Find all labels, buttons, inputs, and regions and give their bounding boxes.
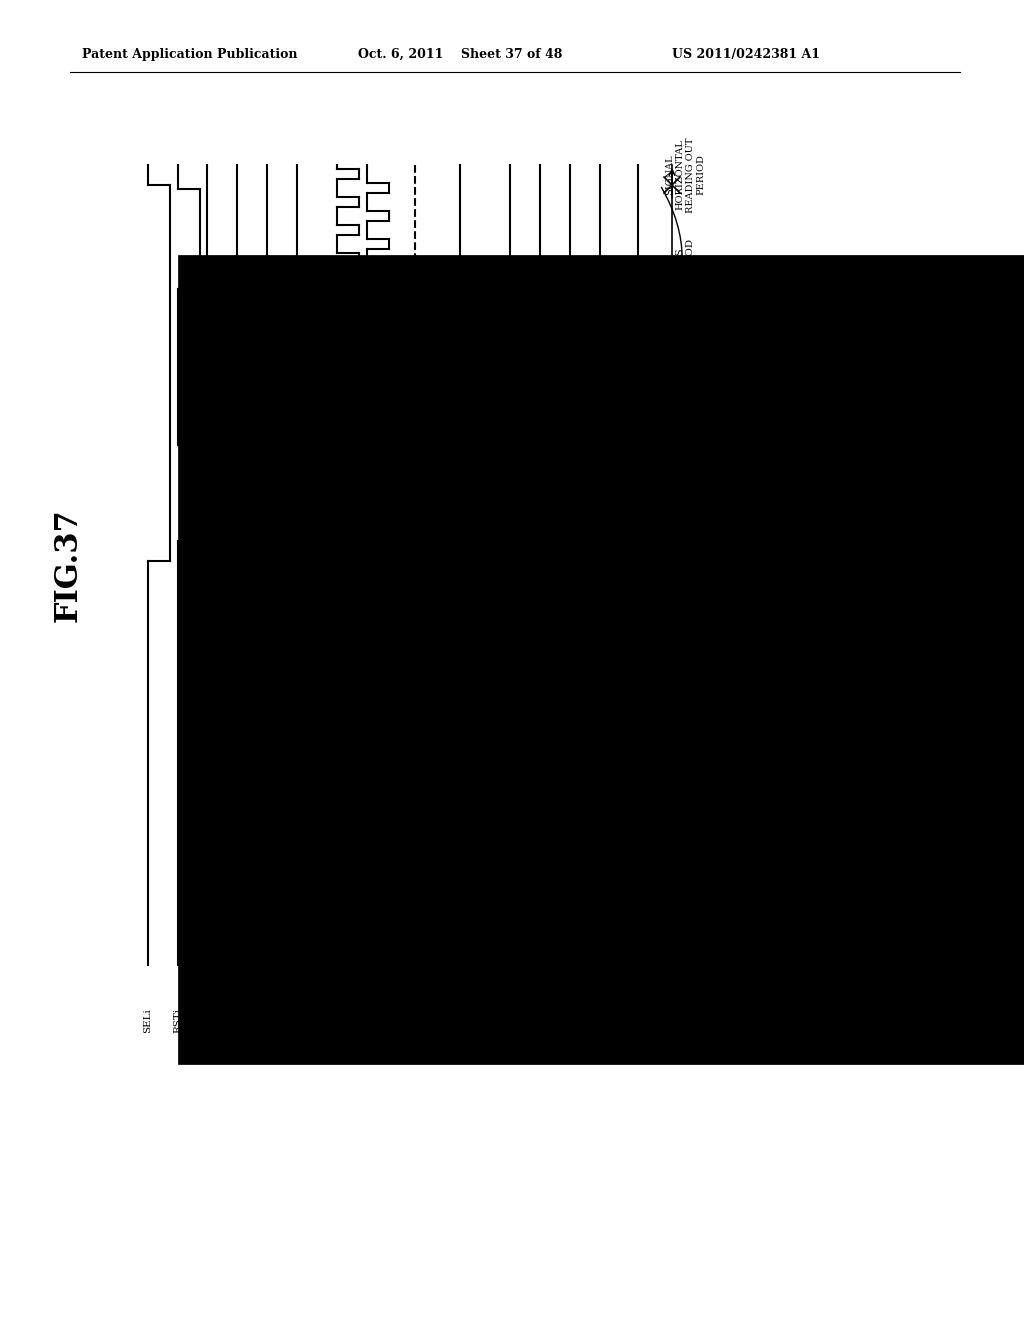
Text: ΦR: ΦR: [362, 1008, 372, 1024]
Text: ...: ...: [371, 259, 385, 272]
Text: Oct. 6, 2011    Sheet 37 of 48: Oct. 6, 2011 Sheet 37 of 48: [358, 48, 562, 61]
Text: Φext: Φext: [333, 1008, 341, 1032]
Text: RSTi: RSTi: [173, 1008, 182, 1034]
Text: $V_{axt}$: $V_{axt}$: [453, 878, 476, 892]
Text: ...: ...: [371, 659, 385, 672]
Text: ΦS2: ΦS2: [596, 1008, 604, 1030]
Polygon shape: [638, 923, 660, 945]
Polygon shape: [638, 945, 660, 968]
Text: RSTi+1: RSTi+1: [262, 1008, 271, 1048]
Text: $V_b$: $V_b$: [463, 381, 478, 396]
Text: Vout: Vout: [411, 1008, 420, 1032]
Text: DDS
PERIOD: DDS PERIOD: [675, 638, 694, 681]
Text: TRGi+1: TRGi+1: [293, 1008, 301, 1049]
Text: $V_{ext}$: $V_{ext}$: [453, 478, 476, 492]
Text: FIG.37: FIG.37: [52, 508, 84, 622]
Text: DDS
PERIOD: DDS PERIOD: [675, 238, 694, 281]
Text: ΦN1: ΦN1: [506, 1008, 514, 1032]
Text: SELi: SELi: [143, 1008, 153, 1032]
Text: SIGNAL
HORIZONTAL
READING OUT
PERIOD: SIGNAL HORIZONTAL READING OUT PERIOD: [665, 137, 706, 213]
Text: TRGi: TRGi: [203, 1008, 212, 1035]
Text: Patent Application Publication: Patent Application Publication: [82, 48, 298, 61]
Text: CDS
PERIOD: CDS PERIOD: [675, 793, 694, 837]
Text: SELi+1: SELi+1: [232, 1008, 242, 1048]
Text: Φout: Φout: [634, 1008, 642, 1034]
Polygon shape: [638, 539, 660, 561]
Text: CDS
PERIOD: CDS PERIOD: [675, 393, 694, 437]
Text: $V_b$: $V_b$: [463, 781, 478, 796]
Text: ΦN2: ΦN2: [565, 1008, 574, 1032]
Text: ...: ...: [341, 659, 355, 672]
Text: ΦS1: ΦS1: [536, 1008, 545, 1030]
Polygon shape: [638, 561, 660, 583]
Text: ...: ...: [341, 259, 355, 272]
Text: Vamp: Vamp: [456, 1008, 465, 1038]
Text: US 2011/0242381 A1: US 2011/0242381 A1: [672, 48, 820, 61]
